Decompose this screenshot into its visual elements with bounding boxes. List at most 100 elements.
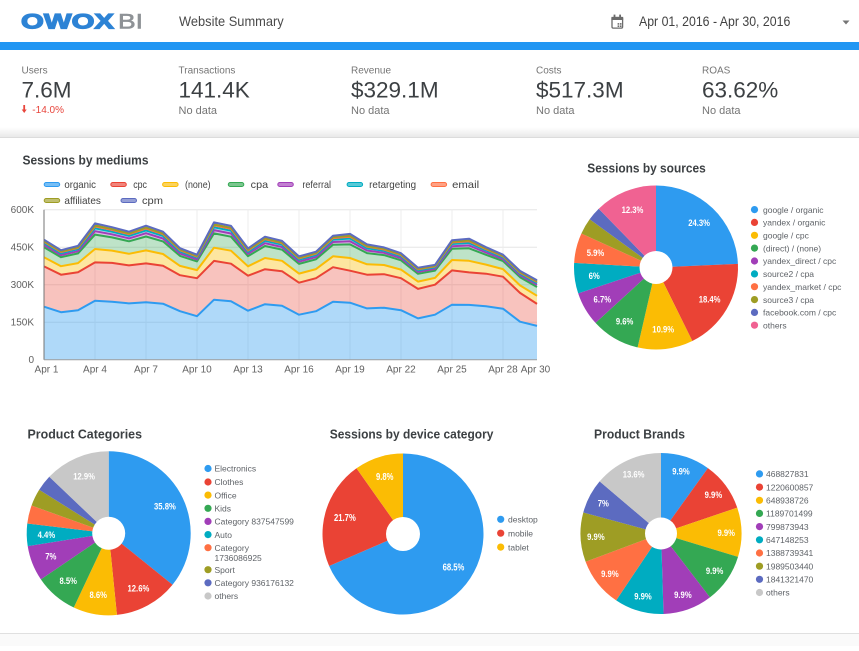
svg-text:others: others [215,591,239,601]
svg-text:Website Summary: Website Summary [179,13,284,29]
svg-text:10.9%: 10.9% [652,325,674,336]
svg-text:OWOX: OWOX [21,11,114,34]
svg-text:No data: No data [702,105,741,117]
svg-text:Product Brands: Product Brands [594,427,685,442]
svg-text:Apr 30: Apr 30 [521,365,551,376]
svg-text:yandex / organic: yandex / organic [763,218,826,228]
svg-text:9.8%: 9.8% [376,472,394,483]
svg-text:63.62%: 63.62% [702,78,778,103]
svg-text:Sessions by sources: Sessions by sources [587,160,705,175]
svg-text:12.6%: 12.6% [128,583,150,594]
svg-text:9.9%: 9.9% [672,467,690,478]
svg-text:Auto: Auto [215,530,233,540]
svg-text:Product Categories: Product Categories [28,427,143,442]
svg-text:Sessions by mediums: Sessions by mediums [23,153,149,168]
svg-text:cpa: cpa [251,179,269,191]
svg-text:Users: Users [22,65,48,76]
svg-text:600K: 600K [11,205,35,216]
svg-text:4.4%: 4.4% [38,530,56,541]
svg-text:7%: 7% [45,552,57,563]
svg-text:300K: 300K [11,280,35,291]
svg-text:retargeting: retargeting [369,179,416,191]
svg-text:1841321470: 1841321470 [766,575,814,585]
svg-text:Office: Office [215,490,237,500]
svg-text:tablet: tablet [508,542,529,552]
svg-text:google / cpc: google / cpc [763,231,810,241]
svg-text:cpc: cpc [133,179,147,191]
svg-text:18.4%: 18.4% [699,295,721,306]
svg-text:0: 0 [28,355,34,366]
svg-text:Apr 10: Apr 10 [182,365,212,376]
svg-text:7.6M: 7.6M [22,78,72,103]
svg-text:yandex_market / cpc: yandex_market / cpc [763,282,842,292]
svg-text:Sport: Sport [215,565,236,575]
svg-text:1736086925: 1736086925 [215,553,263,563]
svg-text:affiliates: affiliates [64,195,101,207]
svg-text:No data: No data [179,105,218,117]
svg-text:google / organic: google / organic [763,205,824,215]
svg-text:(direct) / (none): (direct) / (none) [763,243,821,253]
svg-text:9.9%: 9.9% [706,566,724,577]
svg-text:468827831: 468827831 [766,469,809,479]
svg-text:8.6%: 8.6% [89,590,107,601]
svg-text:5.9%: 5.9% [587,248,605,259]
svg-text:Apr 4: Apr 4 [83,365,107,376]
svg-text:12.3%: 12.3% [622,205,644,216]
svg-text:Apr 25: Apr 25 [437,365,467,376]
svg-text:Apr 22: Apr 22 [386,365,416,376]
svg-text:647148253: 647148253 [766,535,809,545]
svg-text:150K: 150K [11,318,35,329]
svg-text:referral: referral [302,179,331,191]
svg-text:Category 936176132: Category 936176132 [215,578,295,588]
svg-text:Category: Category [215,543,250,553]
svg-text:yandex_direct / cpc: yandex_direct / cpc [763,256,837,266]
svg-text:9.9%: 9.9% [634,592,652,603]
svg-text:68.5%: 68.5% [443,562,465,573]
svg-text:Apr 1: Apr 1 [35,365,59,376]
svg-text:8.5%: 8.5% [59,576,77,587]
svg-text:13.6%: 13.6% [623,470,645,481]
svg-text:9.9%: 9.9% [587,532,605,543]
svg-text:BI: BI [118,11,143,34]
svg-text:-14.0%: -14.0% [32,105,64,116]
svg-text:648938726: 648938726 [766,496,809,506]
svg-text:organic: organic [64,179,96,191]
svg-text:desktop: desktop [508,515,538,525]
svg-text:6%: 6% [589,271,601,282]
svg-text:ROAS: ROAS [702,65,731,76]
svg-text:141.4K: 141.4K [179,78,250,103]
svg-text:9.9%: 9.9% [601,569,619,580]
svg-text:$517.3M: $517.3M [536,78,624,103]
svg-text:source2 / cpa: source2 / cpa [763,269,814,279]
svg-text:Costs: Costs [536,65,562,76]
svg-text:12.9%: 12.9% [73,471,95,482]
svg-text:$329.1M: $329.1M [351,78,439,103]
svg-text:1220600857: 1220600857 [766,482,814,492]
svg-text:Kids: Kids [215,504,232,514]
svg-text:24.3%: 24.3% [688,218,710,229]
svg-text:9.9%: 9.9% [705,490,723,501]
svg-text:450K: 450K [11,243,35,254]
svg-text:Sessions by device category: Sessions by device category [330,427,494,442]
svg-text:Electronics: Electronics [215,464,257,474]
svg-text:Revenue: Revenue [351,65,391,76]
svg-text:Apr 19: Apr 19 [335,365,365,376]
svg-text:35.8%: 35.8% [154,502,176,513]
svg-text:21.7%: 21.7% [334,513,356,524]
svg-text:1989503440: 1989503440 [766,561,814,571]
svg-text:Apr 28: Apr 28 [488,365,518,376]
svg-text:(none): (none) [185,179,211,191]
svg-text:source3 / cpa: source3 / cpa [763,295,814,305]
svg-text:No data: No data [536,105,575,117]
svg-text:Apr 16: Apr 16 [284,365,314,376]
svg-text:Apr 13: Apr 13 [233,365,263,376]
svg-text:Transactions: Transactions [179,65,236,76]
svg-text:7%: 7% [598,499,610,510]
svg-text:cpm: cpm [142,195,163,207]
svg-text:9.9%: 9.9% [717,528,735,539]
svg-text:facebook.com / cpc: facebook.com / cpc [763,308,837,318]
svg-text:9.6%: 9.6% [616,317,634,328]
svg-text:others: others [763,320,787,330]
svg-text:email: email [452,179,479,191]
svg-text:1189701499: 1189701499 [766,509,813,519]
